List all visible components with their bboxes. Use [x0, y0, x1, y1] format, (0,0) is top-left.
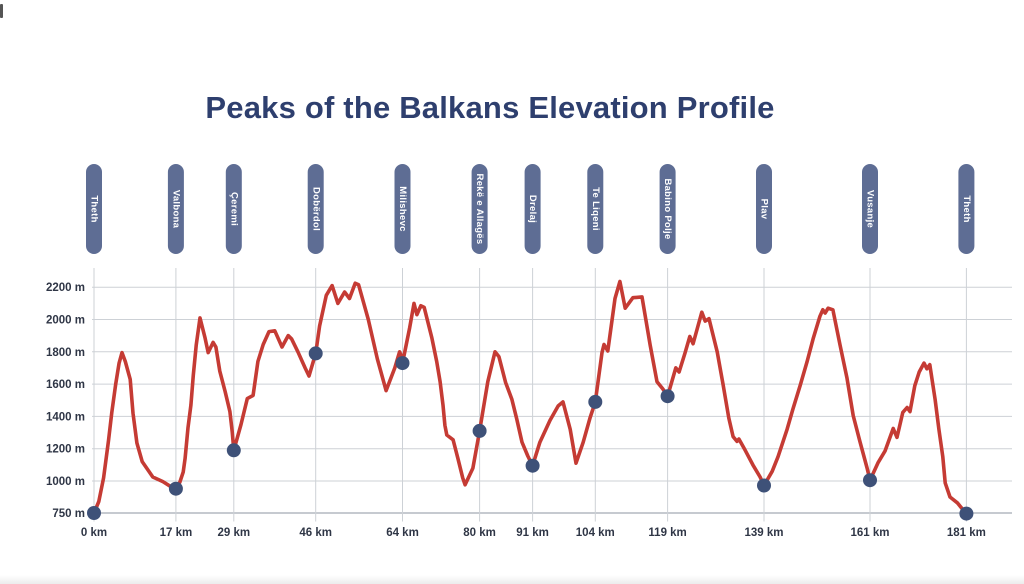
stage-pill-label: Vusanje	[865, 190, 876, 228]
stage-pill	[307, 164, 324, 254]
chart-title: Peaks of the Balkans Elevation Profile	[205, 90, 775, 125]
y-axis-tick-label: 1000 m	[46, 476, 85, 488]
stage-marker	[395, 356, 410, 371]
x-axis-tick-label: 139 km	[744, 527, 783, 539]
stage-marker	[226, 443, 241, 458]
y-axis-tick-label: 1800 m	[46, 347, 85, 359]
stage-marker	[87, 506, 101, 520]
stage-pill-label: Dobërdol	[310, 187, 321, 231]
x-axis-tick-label: 64 km	[386, 527, 419, 539]
scan-artifact-band	[0, 575, 1024, 584]
stage-pill-label: Plav	[759, 199, 770, 220]
y-axis-tick-label: 1400 m	[46, 411, 85, 423]
y-axis-tick-label: 2000 m	[46, 315, 85, 327]
stage-pill	[225, 164, 242, 254]
stage-pill-label: Babino Polje	[662, 178, 673, 239]
elevation-line	[92, 279, 969, 516]
x-axis-tick-label: 80 km	[463, 527, 496, 539]
stage-marker	[588, 394, 603, 409]
stage-pill-label: Theth	[961, 195, 972, 222]
stage-pill-label: Valbona	[171, 190, 182, 229]
stage-marker	[959, 506, 974, 521]
stage-marker	[757, 478, 771, 493]
x-axis-tick-label: 104 km	[576, 527, 615, 539]
stage-marker	[863, 473, 877, 488]
stage-marker	[472, 423, 487, 438]
stage-pill	[659, 164, 676, 254]
x-axis-tick-label: 46 km	[299, 527, 332, 539]
stage-pill-label: Drelaj	[527, 195, 538, 223]
x-axis-tick-label: 181 km	[947, 527, 986, 539]
stage-marker	[308, 346, 323, 361]
stage-pill	[958, 164, 975, 254]
stage-marker	[168, 481, 183, 496]
y-axis-tick-label: 2200 m	[46, 282, 85, 294]
x-axis-tick-label: 29 km	[217, 527, 250, 539]
scan-artifact-icon	[0, 4, 3, 18]
stage-pill-label: Te Liqeni	[590, 187, 601, 231]
stage-pill-label: Rekë e Allagës	[474, 174, 485, 245]
x-axis-tick-label: 91 km	[516, 527, 549, 539]
stage-pill	[167, 164, 184, 254]
x-axis-tick-label: 0 km	[81, 527, 107, 539]
x-axis-tick-label: 119 km	[648, 527, 686, 539]
stage-pill	[86, 164, 102, 254]
stage-pill	[862, 164, 878, 254]
stage-pill	[756, 164, 772, 254]
x-axis-tick-label: 161 km	[850, 527, 889, 539]
stage-pill	[587, 164, 604, 254]
stage-pill	[524, 164, 541, 254]
stage-marker	[525, 458, 540, 473]
stage-pill-label: Milishevc	[397, 186, 408, 231]
stage-pill-label: Çeremi	[228, 192, 239, 226]
y-axis-tick-label: 1200 m	[46, 444, 85, 456]
stage-pill	[471, 164, 488, 254]
y-axis-tick-label: 750 m	[52, 508, 85, 520]
stage-marker	[660, 389, 675, 404]
y-axis-tick-label: 1600 m	[46, 379, 85, 391]
x-axis-tick-label: 17 km	[160, 527, 193, 539]
stage-pill	[394, 164, 411, 254]
stage-pill-label: Theth	[89, 195, 100, 222]
